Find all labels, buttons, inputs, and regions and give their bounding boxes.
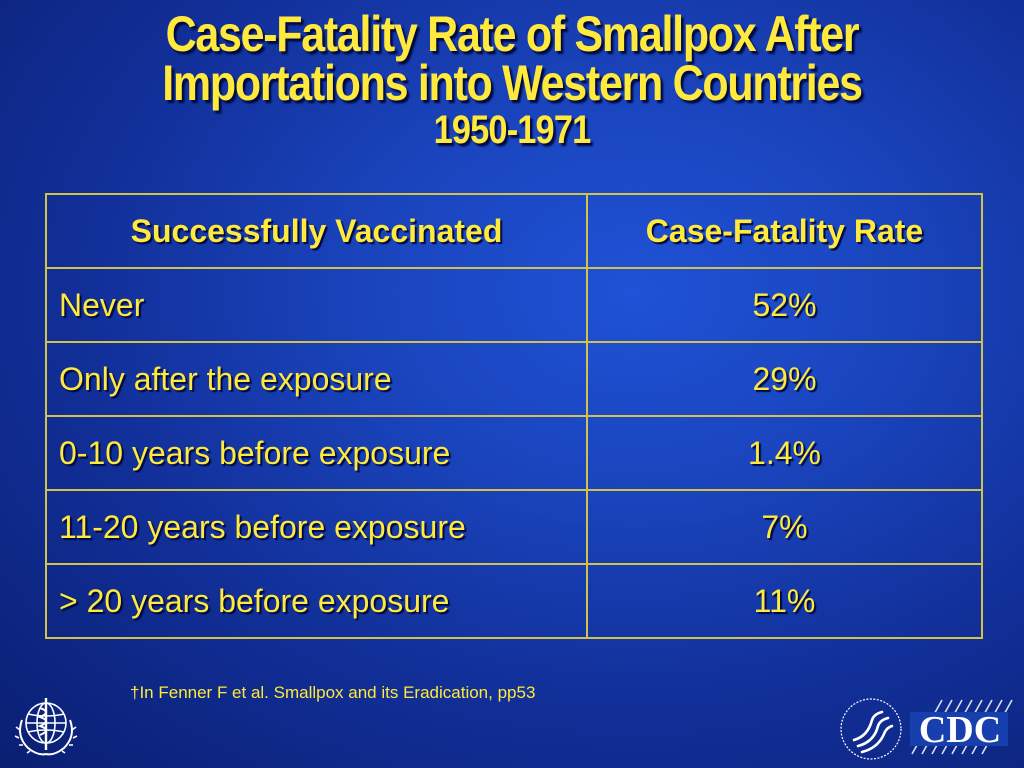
row-label: 11-20 years before exposure (45, 489, 588, 565)
table-header-row: Successfully Vaccinated Case-Fatality Ra… (45, 193, 983, 269)
cdc-logo-icon: CDC (910, 699, 1013, 755)
title-line-1: Case-Fatality Rate of Smallpox After (165, 6, 860, 62)
row-label: 0-10 years before exposure (45, 415, 588, 491)
title-line-2: Importations into Western Countries (162, 55, 863, 111)
slide-title: Case-Fatality Rate of Smallpox After Imp… (0, 6, 1024, 152)
row-value: 7% (586, 489, 983, 565)
row-value: 1.4% (586, 415, 983, 491)
row-value: 11% (586, 563, 983, 639)
row-label: Never (45, 267, 588, 343)
hhs-eagle-icon (840, 698, 902, 760)
table-row: 0-10 years before exposure 1.4% (45, 415, 983, 491)
footnote: †In Fenner F et al. Smallpox and its Era… (130, 683, 536, 702)
row-value: 52% (586, 267, 983, 343)
row-value: 29% (586, 341, 983, 417)
case-fatality-table: Successfully Vaccinated Case-Fatality Ra… (45, 193, 983, 639)
row-label: Only after the exposure (45, 341, 588, 417)
table-row: > 20 years before exposure 11% (45, 563, 983, 639)
table-row: Only after the exposure 29% (45, 341, 983, 417)
table-row: 11-20 years before exposure 7% (45, 489, 983, 565)
title-years: 1950-1971 (433, 108, 592, 152)
header-fatality-rate: Case-Fatality Rate (586, 193, 983, 269)
who-emblem-icon (14, 698, 78, 756)
header-vaccinated: Successfully Vaccinated (45, 193, 588, 269)
cdc-logo-text: CDC (919, 709, 1001, 751)
row-label: > 20 years before exposure (45, 563, 588, 639)
table-row: Never 52% (45, 267, 983, 343)
